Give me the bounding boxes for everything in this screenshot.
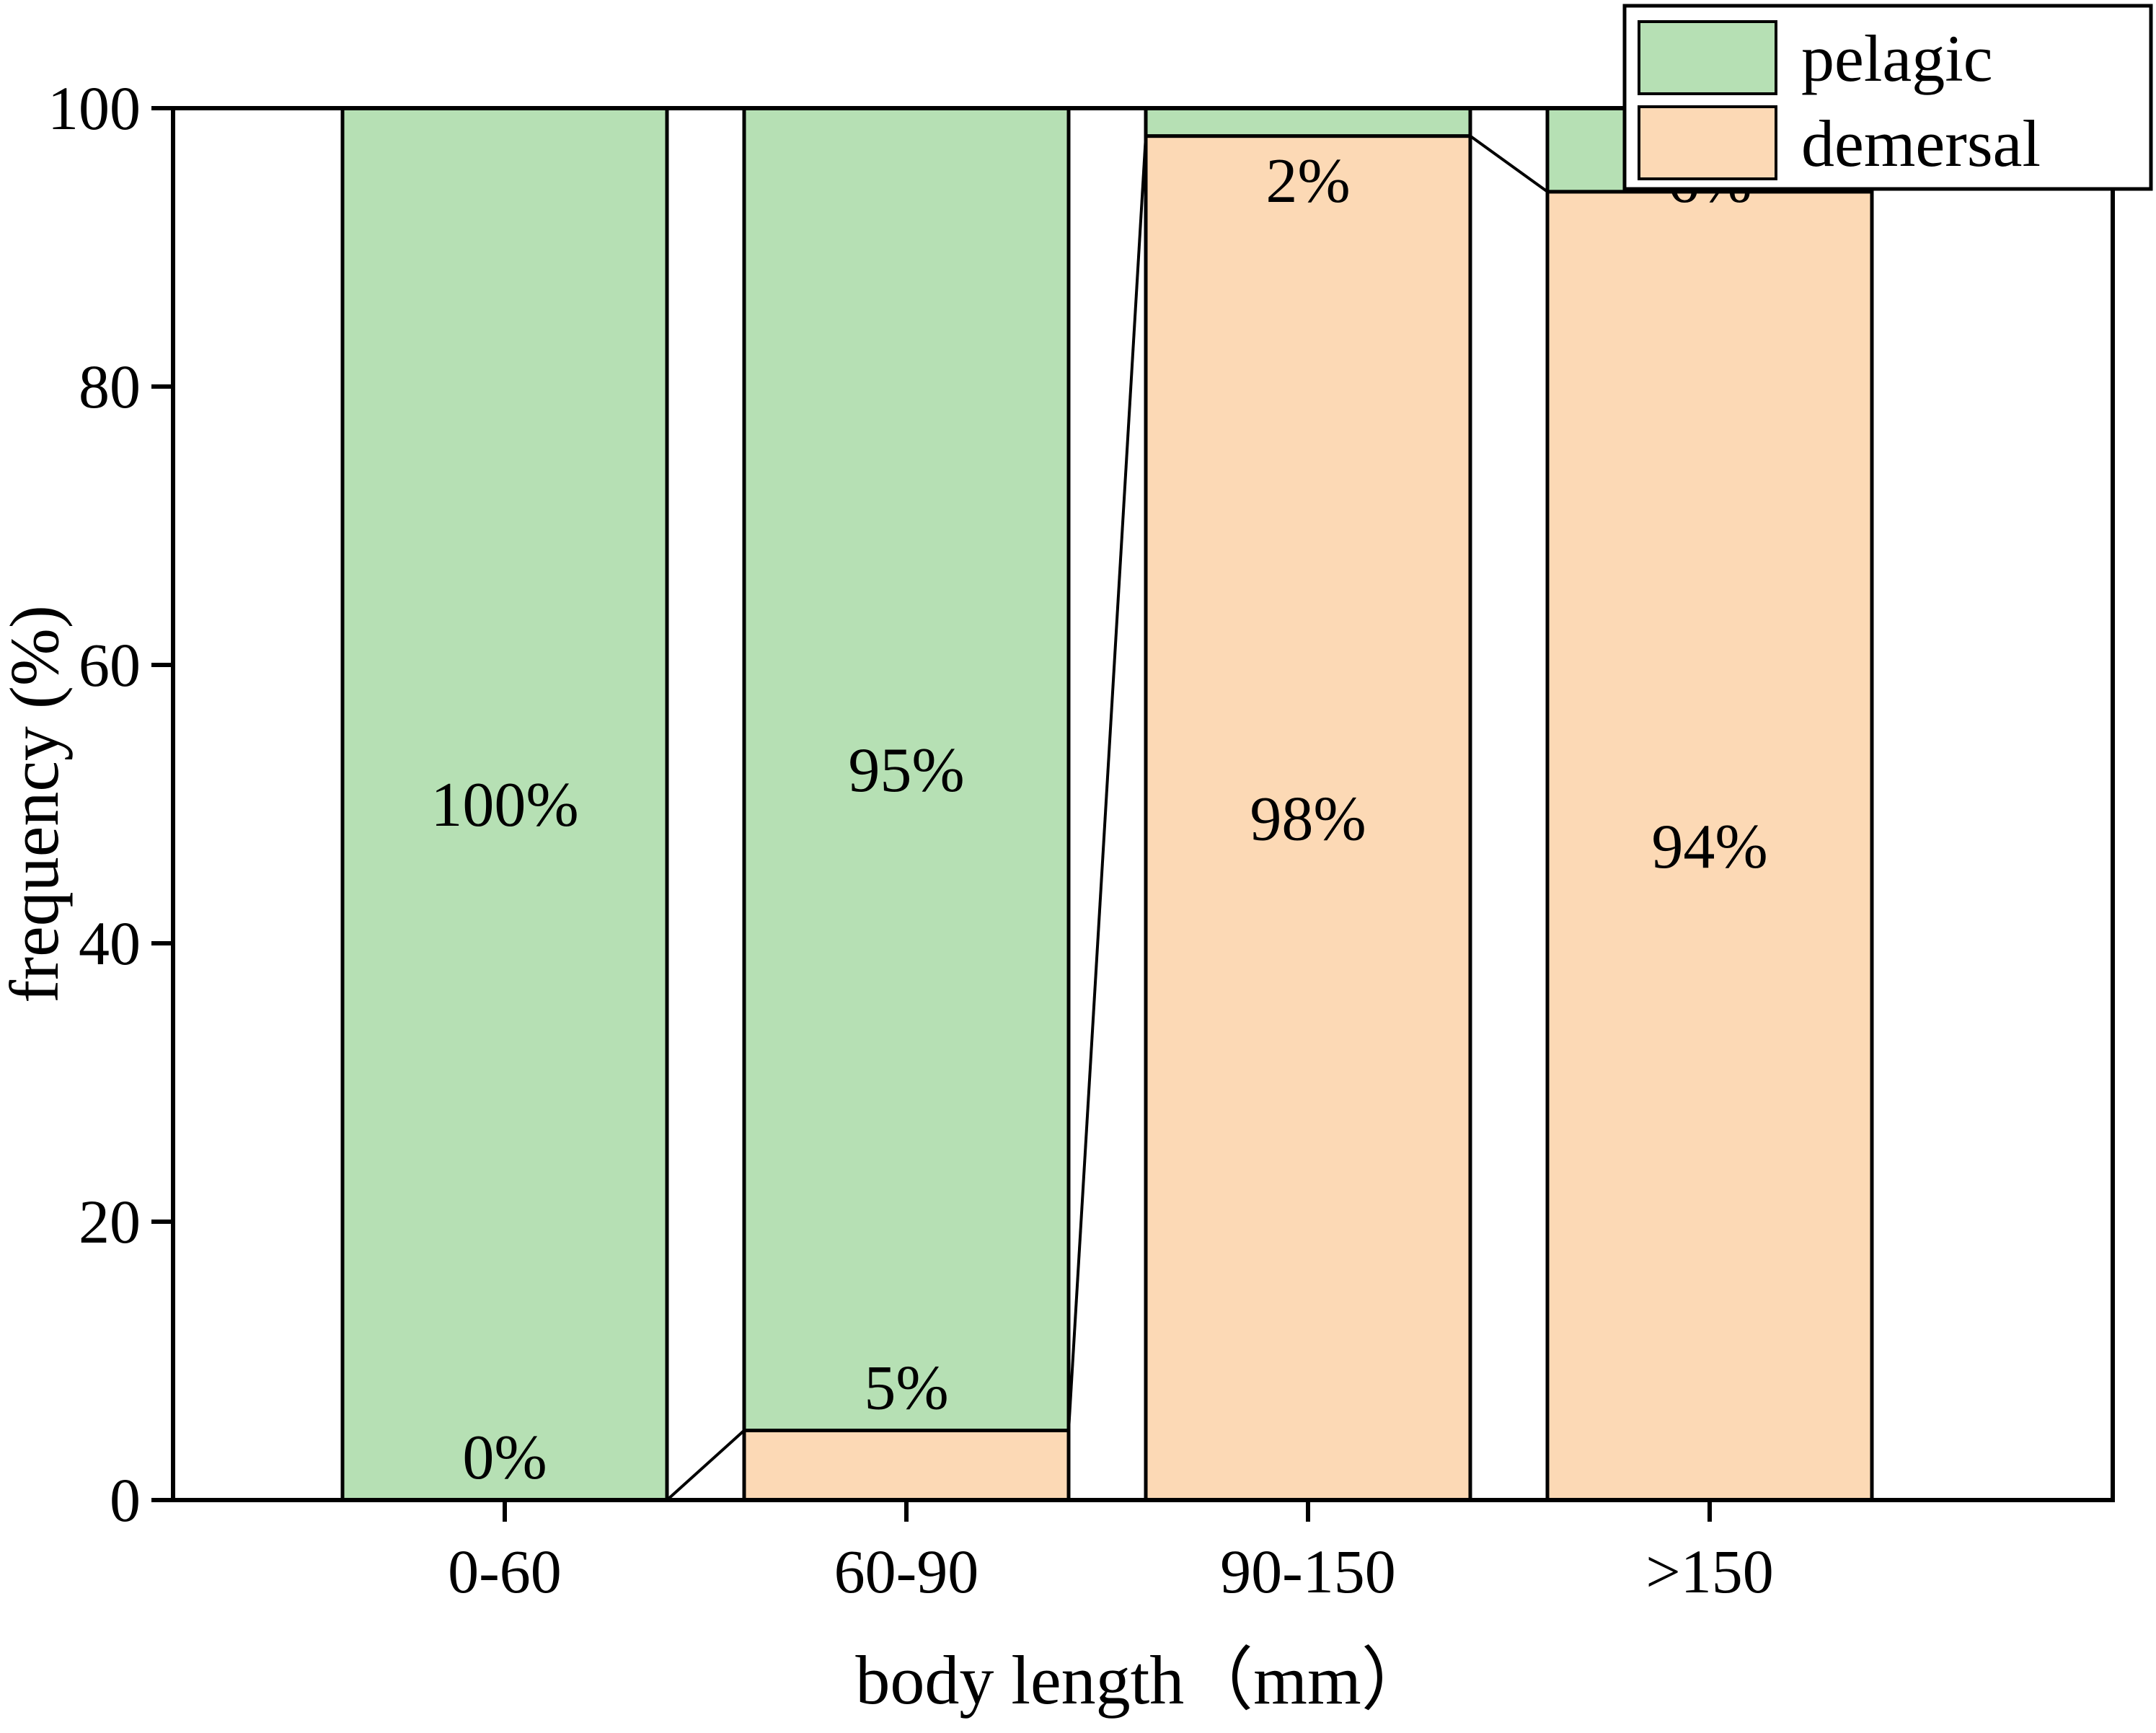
y-tick-label: 40 [79, 909, 141, 978]
x-axis: 0-60 60-90 90-150 >150 [448, 1500, 1774, 1606]
legend-swatch-demersal [1638, 105, 1777, 180]
y-tick-label: 0 [110, 1465, 141, 1535]
connector-line-0 [666, 1429, 746, 1502]
y-tick-label: 100 [48, 74, 141, 143]
bar-label-demersal: 5% [864, 1354, 948, 1424]
bar-segment-demersal-3 [1545, 190, 1874, 1502]
bar-label-pelagic: 95% [848, 736, 964, 806]
bar-label-pelagic: 100% [430, 770, 578, 840]
connector-line-1 [1067, 136, 1147, 1431]
bar-label-demersal: 98% [1250, 784, 1366, 854]
y-tick-label: 20 [79, 1187, 141, 1256]
bar-segment-demersal-2 [1144, 134, 1472, 1502]
legend-label-pelagic: pelagic [1801, 22, 1993, 95]
x-tick-label: 60-90 [834, 1537, 979, 1606]
x-axis-title: body length（mm） [855, 1641, 1430, 1719]
connector-lines [666, 134, 1549, 1502]
bar-label-demersal: 94% [1651, 812, 1767, 882]
x-tick-label: 90-150 [1220, 1537, 1396, 1606]
x-tick-label: 0-60 [448, 1537, 562, 1606]
legend: pelagic demersal [1622, 4, 2153, 191]
plot-frame [171, 106, 2115, 1502]
legend-swatch-pelagic [1638, 20, 1777, 95]
legend-label-demersal: demersal [1801, 107, 2041, 180]
y-axis-title: frequency (%) [0, 605, 73, 1003]
x-tick-label: >150 [1645, 1537, 1774, 1606]
bar-segment-pelagic-2 [1144, 106, 1472, 138]
bar-label-demersal: 0% [462, 1423, 547, 1493]
bar-segment-pelagic-0 [340, 106, 669, 1502]
y-axis: 0 20 40 60 80 100 [48, 74, 173, 1535]
bar-segment-demersal-1 [742, 1429, 1071, 1502]
connector-line-2 [1469, 134, 1549, 193]
y-tick-label: 60 [79, 630, 141, 700]
bar-label-pelagic: 2% [1265, 146, 1350, 216]
y-tick-label: 80 [79, 352, 141, 421]
